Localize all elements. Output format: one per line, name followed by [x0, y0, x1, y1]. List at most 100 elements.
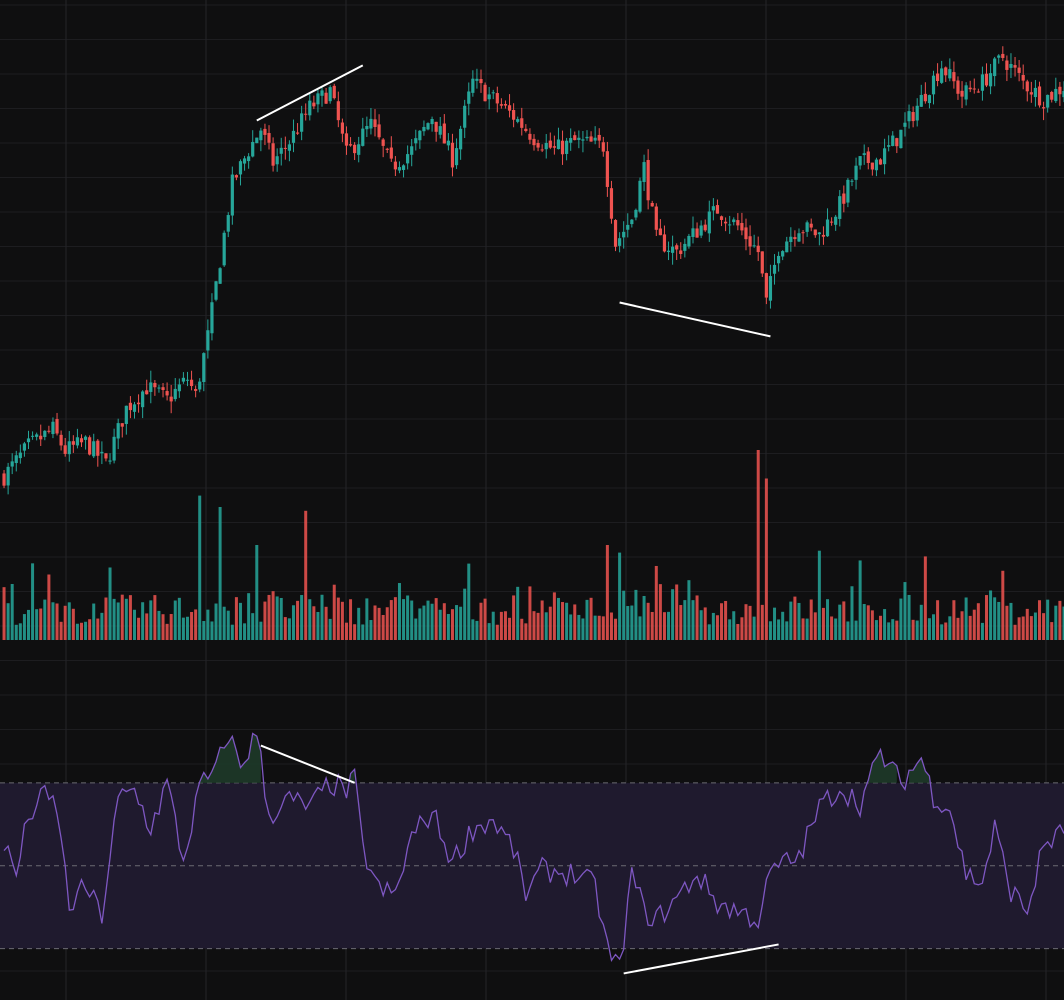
volume-bar [622, 590, 626, 640]
candle-body [39, 435, 43, 440]
candle-body [520, 118, 524, 128]
volume-bar [275, 596, 279, 640]
candle-body [83, 436, 88, 440]
candle-body [675, 245, 679, 250]
candle-body [234, 175, 239, 178]
candle-body [952, 72, 956, 82]
candle-body [622, 231, 626, 238]
candle-body [781, 251, 785, 257]
volume-bar [491, 611, 495, 640]
volume-bar [283, 617, 287, 640]
candle-body [340, 122, 344, 134]
volume-bar [809, 599, 813, 640]
candle-body [59, 434, 63, 446]
volume-bar [287, 618, 291, 640]
volume-bar [720, 603, 724, 640]
candle-body [711, 206, 715, 211]
candle-body [459, 128, 463, 150]
volume-bar [887, 622, 891, 640]
volume-bar [760, 604, 764, 640]
volume-bar [895, 620, 899, 640]
volume-bar [230, 624, 234, 640]
candle-body [613, 220, 618, 247]
candle-body [271, 143, 275, 166]
candle-body [903, 122, 907, 127]
candle-body [71, 441, 75, 445]
candle-body [919, 94, 923, 107]
candle-body [185, 379, 190, 381]
candle-body [1037, 86, 1042, 106]
candle-body [328, 87, 332, 102]
volume-bar [499, 611, 503, 640]
candle-body [283, 147, 287, 149]
volume-bar [605, 545, 609, 640]
volume-bar [866, 605, 870, 640]
candle-body [626, 224, 630, 230]
candle-body [760, 251, 764, 274]
volume-bar [972, 609, 976, 640]
volume-bar [891, 619, 895, 640]
volume-bar [206, 609, 210, 640]
candle-body [691, 228, 695, 237]
candle-body [291, 130, 296, 143]
candle-body [719, 216, 724, 220]
volume-panel [2, 450, 1064, 640]
candle-body [736, 220, 740, 226]
candle-body [226, 215, 230, 232]
candle-body [247, 156, 251, 162]
candle-body [218, 268, 222, 284]
price-panel [2, 46, 1064, 495]
volume-bar [361, 624, 365, 640]
volume-bar [516, 586, 520, 640]
candle-body [703, 224, 707, 231]
volume-bar [304, 510, 308, 640]
volume-bar [483, 598, 487, 640]
volume-bar [508, 617, 512, 640]
candle-body [463, 105, 467, 128]
candle-body [870, 162, 874, 170]
candle-body [112, 436, 116, 461]
volume-bar [26, 609, 30, 640]
volume-bar [536, 612, 540, 640]
volume-bar [1017, 617, 1021, 640]
candle-body [874, 159, 879, 171]
candle-body [471, 78, 475, 93]
volume-bar [1009, 602, 1013, 640]
candle-body [862, 153, 866, 156]
volume-bar [821, 607, 825, 640]
candle-body [499, 104, 503, 106]
volume-bar [31, 563, 35, 640]
volume-bar [654, 565, 658, 640]
volume-bar [964, 597, 968, 640]
candle-body [728, 224, 732, 226]
volume-bar [724, 600, 728, 640]
candle-body [414, 138, 418, 144]
volume-bar [813, 612, 817, 640]
volume-bar [373, 605, 377, 640]
candle-body [597, 134, 601, 141]
candle-body [279, 147, 283, 154]
candle-body [194, 389, 198, 391]
volume-bar [793, 596, 797, 640]
candle-body [483, 84, 487, 102]
candle-body [75, 437, 80, 446]
candle-body [715, 205, 720, 214]
rsi-panel [3, 732, 1064, 963]
candle-body [1013, 65, 1017, 68]
candle-body [687, 235, 691, 247]
volume-bar [79, 622, 83, 640]
candle-body [658, 228, 662, 236]
candle-body [173, 388, 177, 400]
candle-body [393, 161, 397, 170]
candle-body [365, 125, 369, 130]
candle-body [487, 94, 491, 100]
candle-body [108, 460, 112, 462]
candle-body [984, 73, 989, 86]
rsi-line [3, 732, 1064, 963]
price-divergence-line [256, 64, 364, 122]
candle-body [846, 179, 850, 203]
volume-bar [120, 594, 124, 640]
volume-bar [328, 618, 332, 640]
candle-body [210, 302, 214, 334]
